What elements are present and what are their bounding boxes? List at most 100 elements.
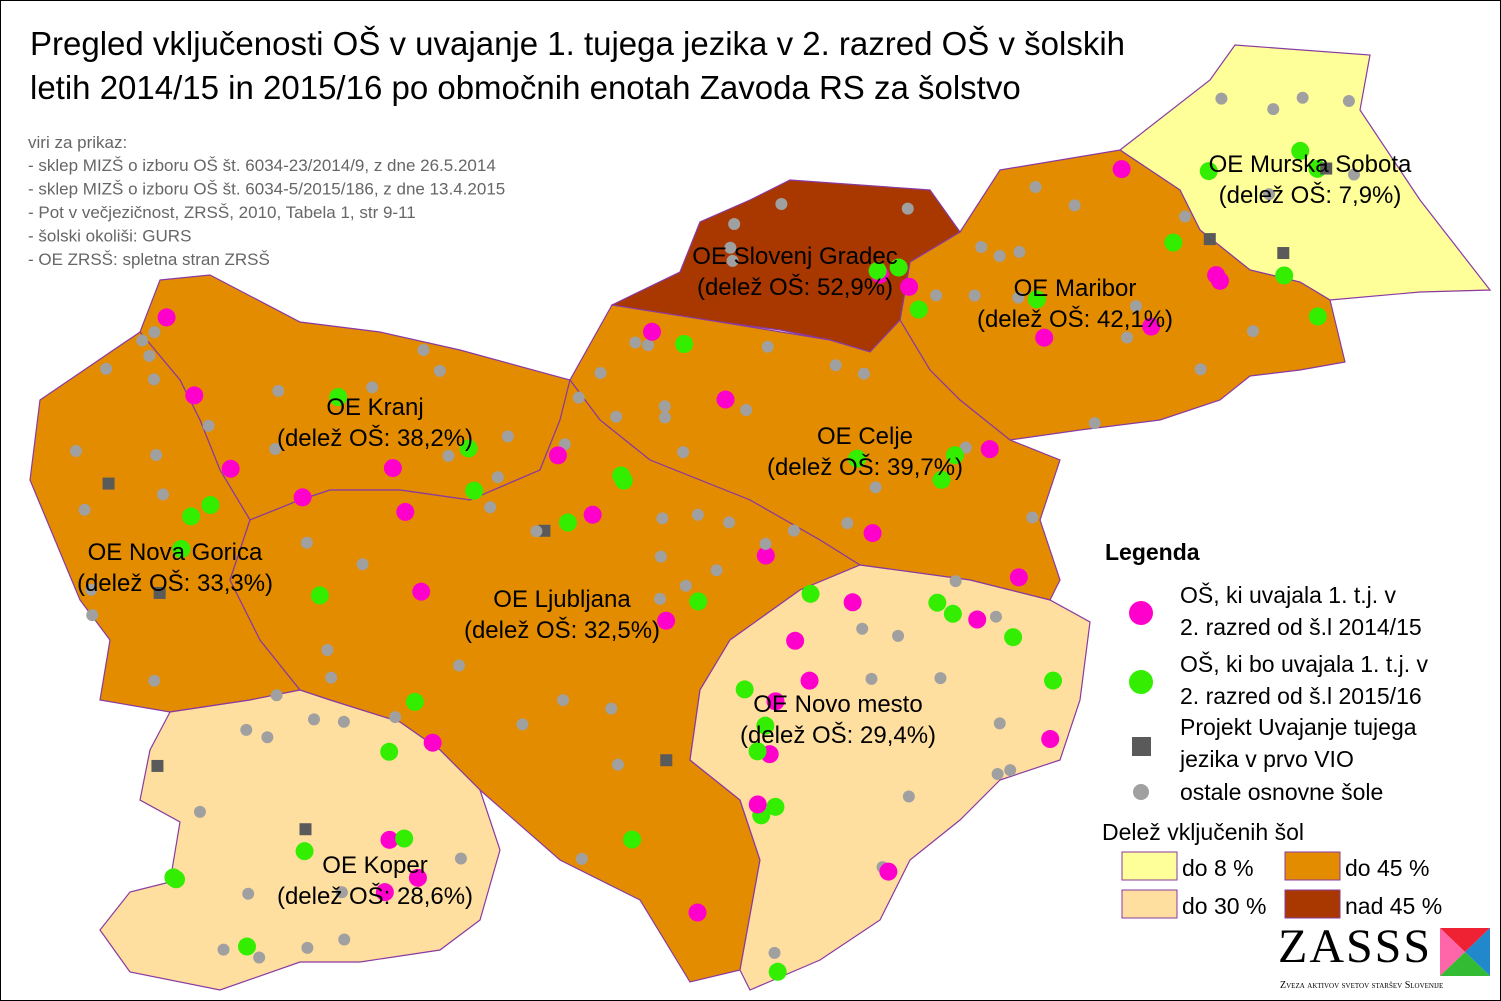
legend-title: Legenda [1105,539,1200,565]
school [1267,103,1280,116]
school [748,795,767,814]
school [501,430,514,443]
school [943,604,962,623]
school [1215,92,1228,105]
school [293,488,312,507]
school [583,505,602,524]
school [1026,511,1039,524]
school [1296,91,1309,104]
school [945,446,964,465]
school [433,364,446,377]
school [710,564,723,577]
school [321,644,334,657]
school [1308,307,1327,326]
legend-swatch [1121,889,1178,919]
school [295,842,314,861]
school [766,797,785,816]
school [868,261,887,280]
school [1246,325,1259,338]
source-item: - sklep MIZŠ o izboru OŠ št. 6034-23/201… [28,156,496,175]
school [396,502,415,521]
school [968,289,981,302]
region [689,564,1091,991]
school [1210,271,1229,290]
school [412,582,431,601]
school [1004,628,1023,647]
legend-swatch [1284,889,1341,919]
school [614,471,633,490]
school [1012,291,1025,304]
school [1068,199,1081,212]
school [329,388,348,407]
region-share: (delež OŠ: 42,1%) [977,305,1173,333]
school [841,517,854,530]
school [221,459,240,478]
school [857,367,870,380]
school [150,449,163,462]
school [301,941,314,954]
school [654,592,667,605]
region-share: (delež OŠ: 28,6%) [277,882,473,910]
school [335,886,348,899]
school [185,386,204,405]
school [375,883,394,902]
legend-label: ostale osnovne šole [1180,779,1383,805]
legend: Legenda OŠ, ki uvajala 1. t.j. v 2. razred… [1102,539,1442,919]
school [949,575,962,588]
school [900,277,919,296]
region-name: OE Koper [322,852,427,879]
school [408,868,427,887]
school [863,524,882,543]
school [761,340,774,353]
logo-name: ZASSS [1278,920,1432,973]
school [85,583,98,596]
legend-class: nad 45 % [1345,893,1442,919]
school [1203,233,1216,246]
school [865,672,878,685]
school [164,868,183,887]
school [993,717,1006,730]
school [679,579,692,592]
school [380,830,399,849]
school [932,470,951,489]
sources: - sklep MIZŠ o izboru OŠ št. 6034-23/201… [28,156,505,269]
legend-share-title: Delež vključenih šol [1102,819,1304,845]
school [660,754,673,767]
school [530,525,543,538]
school [968,610,987,629]
school [934,672,947,685]
school [657,611,676,630]
source-item: - Pot v večjezičnost, ZRSŠ, 2010, Tabela… [28,203,416,222]
school [740,404,753,417]
school [366,381,379,394]
school [417,344,430,357]
region [99,689,501,991]
school [1164,233,1183,252]
region-name: OE Celje [817,423,913,450]
school [338,933,351,946]
school [269,443,282,456]
school [909,300,928,319]
school [237,937,256,956]
school [172,539,191,558]
school [325,671,338,684]
school [1277,247,1290,260]
school [642,339,655,352]
school [202,419,215,432]
school [300,536,313,549]
school [1029,181,1042,194]
region-name: OE Ljubljana [493,586,631,613]
school [310,586,329,605]
school [395,829,414,848]
school [1027,290,1046,309]
school [728,218,741,231]
school [454,852,467,865]
legend-label: 2. razred od š.l 2014/15 [1180,614,1422,640]
school [1342,95,1355,108]
school [1320,162,1333,175]
school [1142,317,1161,336]
school [716,390,735,409]
school [991,768,1004,781]
legend-label: 2. razred od š.l 2015/16 [1180,683,1422,709]
legend-swatch [1121,851,1178,881]
